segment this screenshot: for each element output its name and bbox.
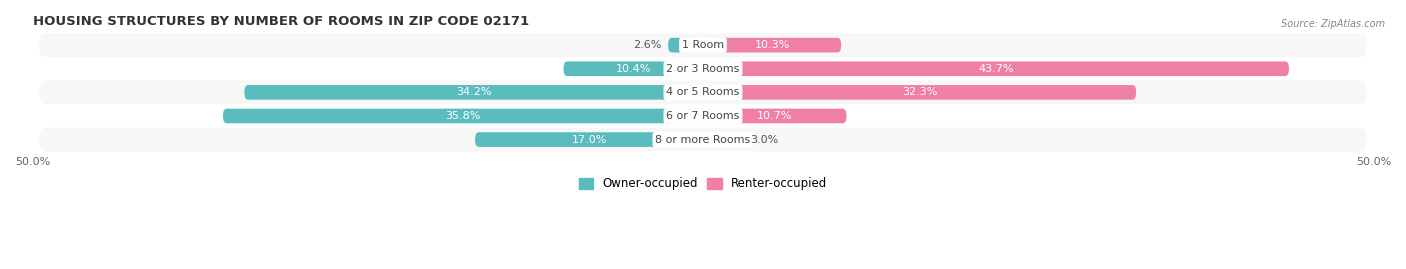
Text: 17.0%: 17.0% [571,134,607,144]
FancyBboxPatch shape [39,128,1367,151]
FancyBboxPatch shape [39,80,1367,104]
FancyBboxPatch shape [703,109,846,123]
Text: 32.3%: 32.3% [901,87,938,97]
Text: 35.8%: 35.8% [446,111,481,121]
Text: 3.0%: 3.0% [749,134,778,144]
Text: HOUSING STRUCTURES BY NUMBER OF ROOMS IN ZIP CODE 02171: HOUSING STRUCTURES BY NUMBER OF ROOMS IN… [32,15,529,28]
Legend: Owner-occupied, Renter-occupied: Owner-occupied, Renter-occupied [574,173,832,195]
Text: 1 Room: 1 Room [682,40,724,50]
Text: Source: ZipAtlas.com: Source: ZipAtlas.com [1281,19,1385,29]
FancyBboxPatch shape [703,132,744,147]
Text: 43.7%: 43.7% [979,64,1014,74]
Text: 10.3%: 10.3% [755,40,790,50]
Text: 4 or 5 Rooms: 4 or 5 Rooms [666,87,740,97]
FancyBboxPatch shape [39,33,1367,57]
Text: 10.4%: 10.4% [616,64,651,74]
Text: 10.7%: 10.7% [756,111,793,121]
FancyBboxPatch shape [703,85,1136,100]
FancyBboxPatch shape [475,132,703,147]
Text: 2 or 3 Rooms: 2 or 3 Rooms [666,64,740,74]
FancyBboxPatch shape [703,61,1289,76]
Text: 2.6%: 2.6% [633,40,661,50]
FancyBboxPatch shape [703,38,841,52]
FancyBboxPatch shape [39,57,1367,80]
FancyBboxPatch shape [245,85,703,100]
FancyBboxPatch shape [39,104,1367,128]
FancyBboxPatch shape [564,61,703,76]
Text: 8 or more Rooms: 8 or more Rooms [655,134,751,144]
FancyBboxPatch shape [224,109,703,123]
FancyBboxPatch shape [668,38,703,52]
Text: 34.2%: 34.2% [456,87,492,97]
Text: 6 or 7 Rooms: 6 or 7 Rooms [666,111,740,121]
